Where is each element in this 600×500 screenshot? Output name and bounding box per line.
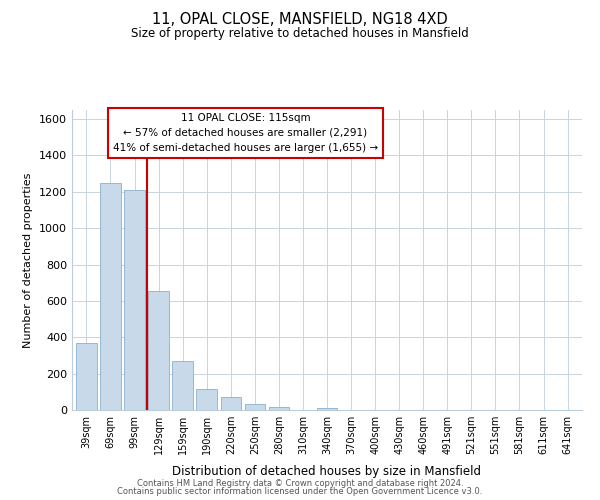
Bar (172, 361, 193, 410)
Bar (76, 342, 97, 410)
X-axis label: Distribution of detached houses by size in Mansfield: Distribution of detached houses by size … (173, 466, 482, 478)
Bar (196, 389, 217, 410)
Text: Size of property relative to detached houses in Mansfield: Size of property relative to detached ho… (131, 28, 469, 40)
Bar (245, 404, 265, 410)
Text: Contains HM Land Registry data © Crown copyright and database right 2024.: Contains HM Land Registry data © Crown c… (137, 478, 463, 488)
Bar (317, 408, 337, 410)
Bar (100, 182, 121, 410)
Text: 11 OPAL CLOSE: 115sqm
← 57% of detached houses are smaller (2,291)
41% of semi-d: 11 OPAL CLOSE: 115sqm ← 57% of detached … (113, 113, 378, 152)
Text: 11, OPAL CLOSE, MANSFIELD, NG18 4XD: 11, OPAL CLOSE, MANSFIELD, NG18 4XD (152, 12, 448, 28)
Bar (221, 398, 241, 410)
Text: Contains public sector information licensed under the Open Government Licence v3: Contains public sector information licen… (118, 487, 482, 496)
Bar (124, 190, 145, 410)
Bar (148, 291, 169, 410)
Bar (269, 408, 289, 410)
Y-axis label: Number of detached properties: Number of detached properties (23, 172, 34, 348)
